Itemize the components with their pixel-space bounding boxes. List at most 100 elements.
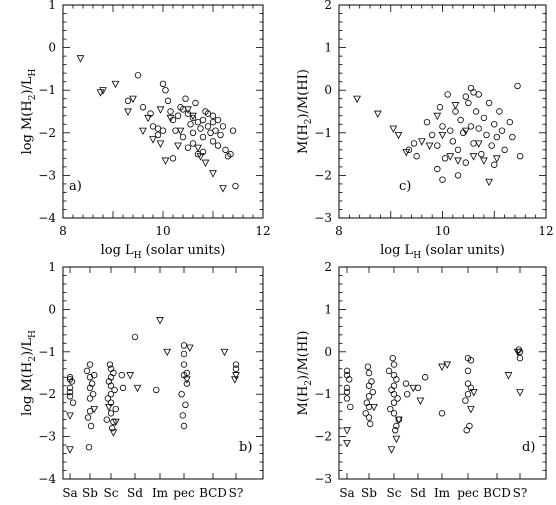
data-point-circle [462,93,469,100]
data-point-circle [197,125,204,132]
data-point-upper-limit [129,95,137,104]
data-point-circle [343,395,351,402]
data-point-circle [87,422,95,430]
data-point-circle [368,378,375,385]
data-point-circle [343,388,351,396]
data-point-circle [436,104,444,111]
data-point-circle [413,153,420,160]
panel-label: b) [239,440,252,455]
data-point-circle [390,382,398,389]
data-point-circle [182,95,189,102]
x-tick-label: 8 [335,224,343,238]
data-point-circle [452,108,459,115]
plot-frame [338,4,547,219]
data-point-circle [369,388,376,396]
x-tick-label: 8 [59,224,67,238]
data-point-circle [111,386,118,394]
data-point-circle [457,116,464,124]
y-tick-label: −2 [314,430,332,444]
data-point-upper-limit [185,344,194,352]
data-point-upper-limit [111,418,120,427]
data-point-upper-limit [111,80,120,89]
y-tick-label: −4 [38,472,56,486]
data-point-circle [493,133,501,141]
y-tick-label: −1 [314,387,332,401]
data-point-upper-limit [161,157,170,165]
y-tick-label: −1 [38,345,56,359]
data-point-upper-limit [469,389,478,397]
data-point-circle [444,91,451,98]
category-label: Sd [410,486,426,500]
category-label: Im [434,486,451,500]
data-point-circle [68,378,76,385]
data-point-circle [465,99,472,107]
data-point-circle [162,86,169,94]
data-point-circle [470,89,477,96]
category-label: Sb [361,486,377,500]
data-point-upper-limit [176,127,185,136]
data-point-circle [189,129,197,136]
y-tick-label: 1 [324,302,332,316]
data-point-circle [187,121,194,128]
data-point-circle [204,123,212,130]
data-point-circle [179,412,186,419]
y-tick-label: −3 [38,168,56,182]
y-tick-label: −2 [314,168,332,182]
data-point-circle [110,369,117,377]
category-label: Im [152,486,169,500]
data-point-upper-limit [66,446,74,454]
data-point-circle [447,127,454,134]
x-axis-label: log LH (solar units) [380,243,505,261]
data-point-circle [449,138,457,145]
data-point-circle [464,391,472,398]
data-point-circle [131,333,139,341]
data-point-circle [174,112,182,119]
data-point-upper-limit [156,317,164,325]
data-point-circle [454,172,462,179]
data-point-upper-limit [353,95,361,104]
data-point-circle [164,97,172,105]
y-tick-label: 1 [48,0,56,12]
data-point-upper-limit [219,185,227,193]
panel-b: −4 −3 −2 −1 0 1 Sa Sb Sc Sd Im pec BCD S? log M(H2)/LH… [20,260,264,500]
data-point-upper-limit [90,406,99,414]
category-label: Sb [82,486,98,500]
data-point-upper-limit [454,157,462,165]
data-point-circle [485,99,493,107]
data-point-circle [219,123,227,130]
data-point-upper-limit [99,87,107,95]
data-point-circle [154,131,162,139]
data-point-circle [363,399,370,406]
category-label: Sa [62,486,77,500]
data-point-circle [491,121,498,128]
data-point-circle [390,371,398,379]
x-tick-label: 12 [255,224,270,238]
data-point-circle [134,72,142,79]
y-axis-label: log M(H2)/LH [20,68,38,154]
data-point-upper-limit [124,108,132,116]
data-point-upper-limit [446,153,455,161]
data-point-circle [346,376,353,383]
data-point-circle [192,99,199,107]
panel-d: −3 −2 −1 0 1 2 Sa Sb Sc Sd Im pec BCD S? M(H2)/M(HI) d) [296,260,547,500]
data-point-circle [402,380,410,387]
data-point-circle [496,108,503,115]
y-tick-label: −3 [38,430,56,444]
data-point-circle [385,367,393,375]
category-label: Sa [339,486,354,500]
data-point-circle [66,376,74,383]
data-point-upper-limit [156,106,165,114]
data-point-circle [516,354,524,362]
y-tick-label: −2 [38,387,56,401]
data-point-upper-limit [504,372,513,380]
data-point-circle [405,146,413,154]
data-point-upper-limit [389,125,398,133]
data-point-circle [106,361,114,368]
data-point-upper-limit [166,114,175,123]
data-point-circle [107,391,115,398]
data-point-upper-limit [156,140,165,148]
data-point-circle [365,369,373,377]
data-point-circle [86,407,94,415]
data-point-circle [119,384,127,392]
data-point-upper-limit [220,348,229,357]
